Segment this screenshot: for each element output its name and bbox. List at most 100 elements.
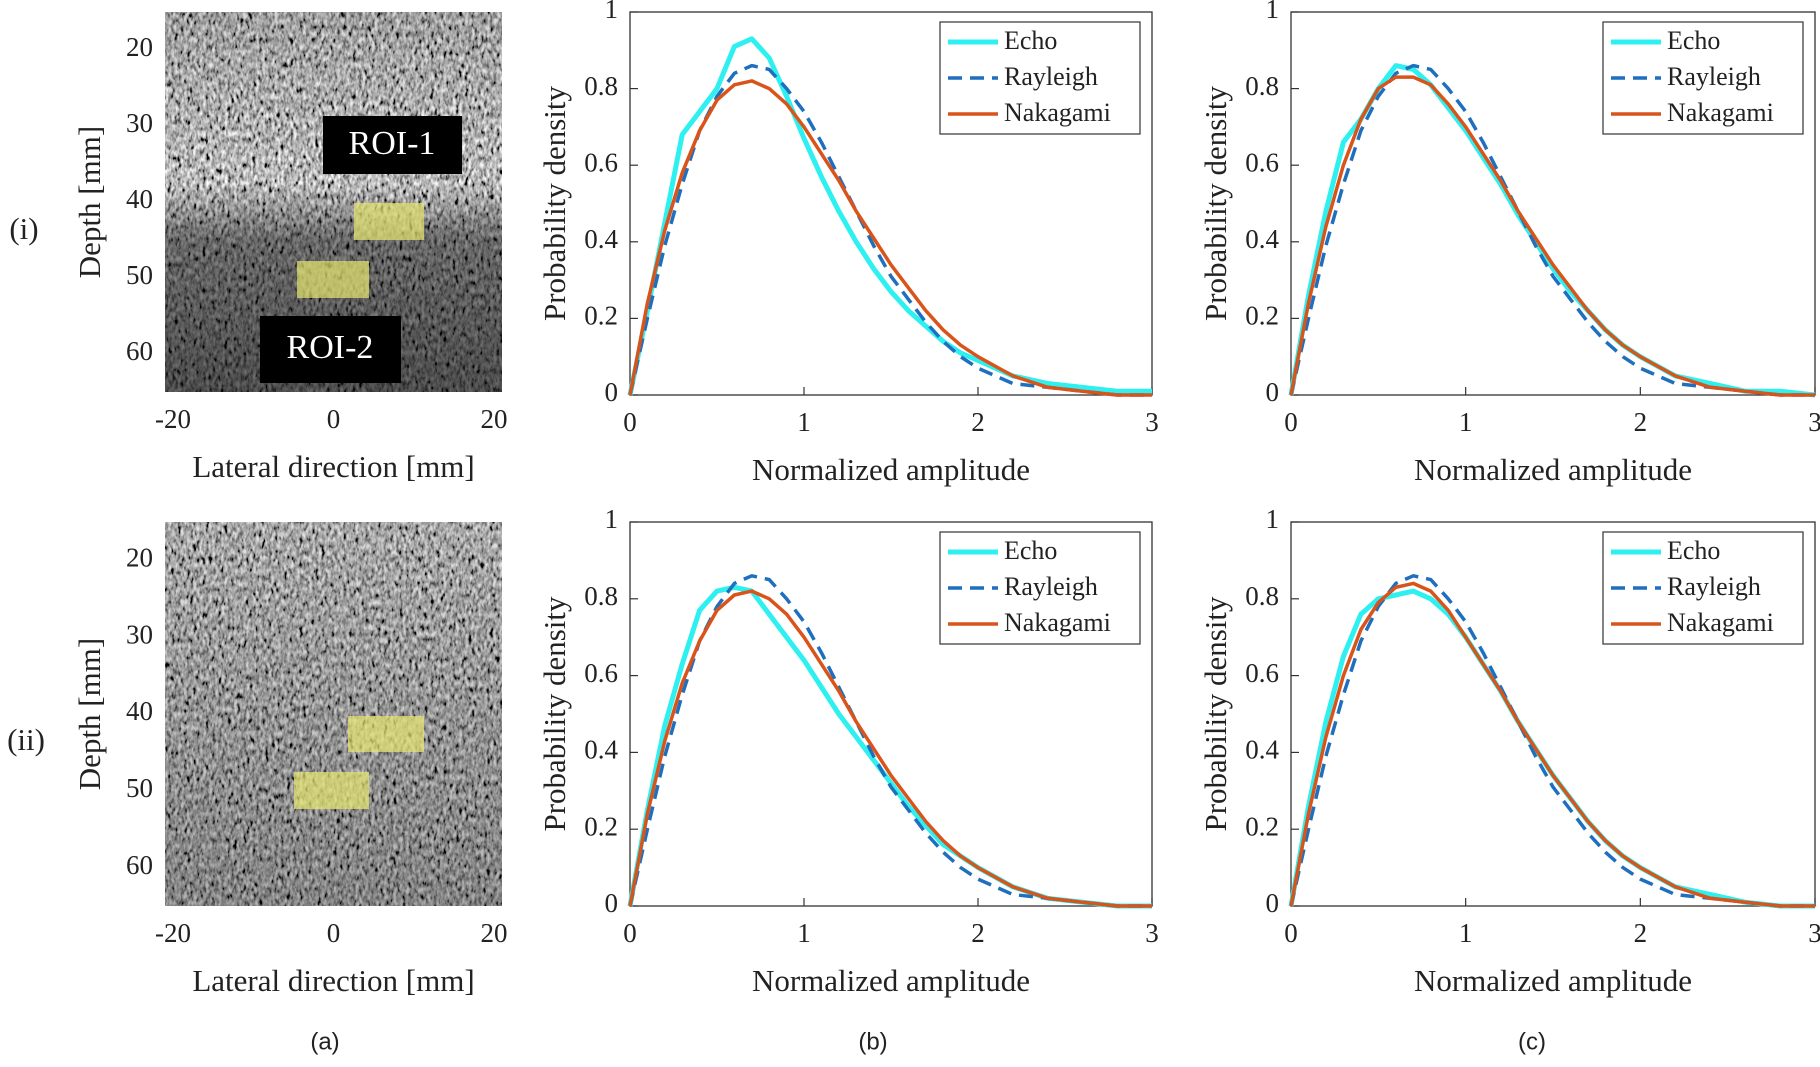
- roi-box: [297, 261, 369, 298]
- legend-label: Nakagami: [1004, 98, 1111, 127]
- series-line: [628, 574, 1152, 908]
- y-tick-label: 0.8: [1245, 71, 1279, 101]
- x-tick-label: 20: [480, 404, 507, 434]
- x-tick-label: 2: [1634, 918, 1648, 948]
- y-tick-label: 1: [1266, 504, 1280, 534]
- legend-label: Echo: [1667, 26, 1720, 55]
- y-tick-label: 0.2: [584, 301, 618, 331]
- y-tick-label: 0.4: [1245, 735, 1279, 765]
- x-axis-label: Lateral direction [mm]: [192, 449, 474, 484]
- series-line: [1289, 75, 1815, 397]
- y-tick-label: 0.8: [584, 71, 618, 101]
- x-tick-label: 1: [797, 407, 811, 437]
- y-tick-label: 1: [1266, 0, 1280, 24]
- y-tick-label: 50: [126, 773, 153, 803]
- axes-box: [1290, 521, 1816, 907]
- x-tick-label: 0: [623, 407, 637, 437]
- series-line: [1289, 63, 1815, 397]
- x-tick-label: 0: [327, 918, 341, 948]
- y-tick-label: 60: [126, 850, 153, 880]
- x-tick-label: 3: [1808, 407, 1820, 437]
- x-axis-label: Normalized amplitude: [1414, 452, 1692, 487]
- legend-label: Rayleigh: [1004, 572, 1098, 601]
- series-line: [1289, 581, 1815, 908]
- x-tick-label: 1: [1459, 918, 1473, 948]
- legend-label: Rayleigh: [1667, 62, 1761, 91]
- x-axis-label: Lateral direction [mm]: [192, 963, 474, 998]
- legend-label: Echo: [1004, 536, 1057, 565]
- x-tick-label: 3: [1145, 407, 1159, 437]
- axes-box: [1290, 11, 1816, 396]
- y-tick-label: 0.6: [584, 658, 618, 688]
- y-tick-label: 0.2: [1245, 811, 1279, 841]
- x-tick-label: 2: [971, 407, 985, 437]
- column-label: (c): [1518, 1028, 1546, 1055]
- roi-label-bg: [323, 116, 462, 174]
- row-label: (ii): [7, 722, 45, 757]
- legend-label: Echo: [1667, 536, 1720, 565]
- series-line: [628, 63, 1152, 397]
- y-tick-label: 50: [126, 260, 153, 290]
- y-tick-label: 0.8: [1245, 581, 1279, 611]
- x-tick-label: 1: [797, 918, 811, 948]
- image-shading: [165, 522, 502, 906]
- y-axis-label: Depth [mm]: [72, 638, 107, 790]
- y-axis-label: Probability density: [1198, 596, 1233, 832]
- x-axis-label: Normalized amplitude: [1414, 963, 1692, 998]
- roi-box: [354, 203, 424, 240]
- x-tick-label: 2: [971, 918, 985, 948]
- legend-label: Rayleigh: [1667, 572, 1761, 601]
- axes-box: [629, 11, 1153, 396]
- image-layer: [165, 12, 502, 906]
- x-tick-label: -20: [155, 918, 191, 948]
- y-tick-label: 0.2: [1245, 301, 1279, 331]
- y-tick-label: 30: [126, 108, 153, 138]
- legend-label: Nakagami: [1667, 98, 1774, 127]
- y-axis-label: Probability density: [1198, 85, 1233, 321]
- y-tick-label: 0.4: [584, 224, 618, 254]
- y-axis-label: Probability density: [537, 85, 572, 321]
- roi-label: ROI-1: [349, 125, 436, 162]
- y-tick-label: 0.6: [1245, 658, 1279, 688]
- y-axis-label: Depth [mm]: [72, 126, 107, 278]
- y-tick-label: 0: [605, 888, 619, 918]
- y-tick-label: 1: [605, 0, 619, 24]
- y-tick-label: 0: [605, 377, 619, 407]
- column-label: (b): [858, 1028, 887, 1055]
- roi-overlay: ROI-1 ROI-2: [260, 116, 462, 809]
- y-tick-label: 30: [126, 619, 153, 649]
- y-tick-label: 40: [126, 696, 153, 726]
- axes-box: [629, 521, 1153, 907]
- series-line: [628, 79, 1152, 397]
- x-axis-label: Normalized amplitude: [752, 963, 1030, 998]
- roi-box: [348, 716, 424, 752]
- y-tick-label: 0.4: [584, 735, 618, 765]
- series-line: [628, 589, 1152, 908]
- y-tick-label: 20: [126, 543, 153, 573]
- y-tick-label: 20: [126, 32, 153, 62]
- x-tick-label: 2: [1634, 407, 1648, 437]
- x-tick-label: 0: [327, 404, 341, 434]
- y-tick-label: 0.6: [584, 147, 618, 177]
- legend-label: Echo: [1004, 26, 1057, 55]
- y-tick-label: 0: [1266, 377, 1280, 407]
- x-tick-label: 0: [623, 918, 637, 948]
- y-tick-label: 0: [1266, 888, 1280, 918]
- y-tick-label: 0.8: [584, 581, 618, 611]
- roi-box: [294, 772, 369, 809]
- roi-label-bg: [260, 316, 401, 383]
- y-tick-label: 40: [126, 184, 153, 214]
- legend-label: Nakagami: [1004, 608, 1111, 637]
- y-tick-label: 1: [605, 504, 619, 534]
- y-tick-label: 60: [126, 336, 153, 366]
- y-tick-label: 0.6: [1245, 147, 1279, 177]
- column-label: (a): [310, 1028, 339, 1055]
- row-label: (i): [9, 211, 38, 246]
- roi-label: ROI-2: [287, 329, 374, 366]
- series-line: [1289, 574, 1815, 908]
- legend-label: Nakagami: [1667, 608, 1774, 637]
- y-tick-label: 0.4: [1245, 224, 1279, 254]
- x-tick-label: 0: [1284, 918, 1298, 948]
